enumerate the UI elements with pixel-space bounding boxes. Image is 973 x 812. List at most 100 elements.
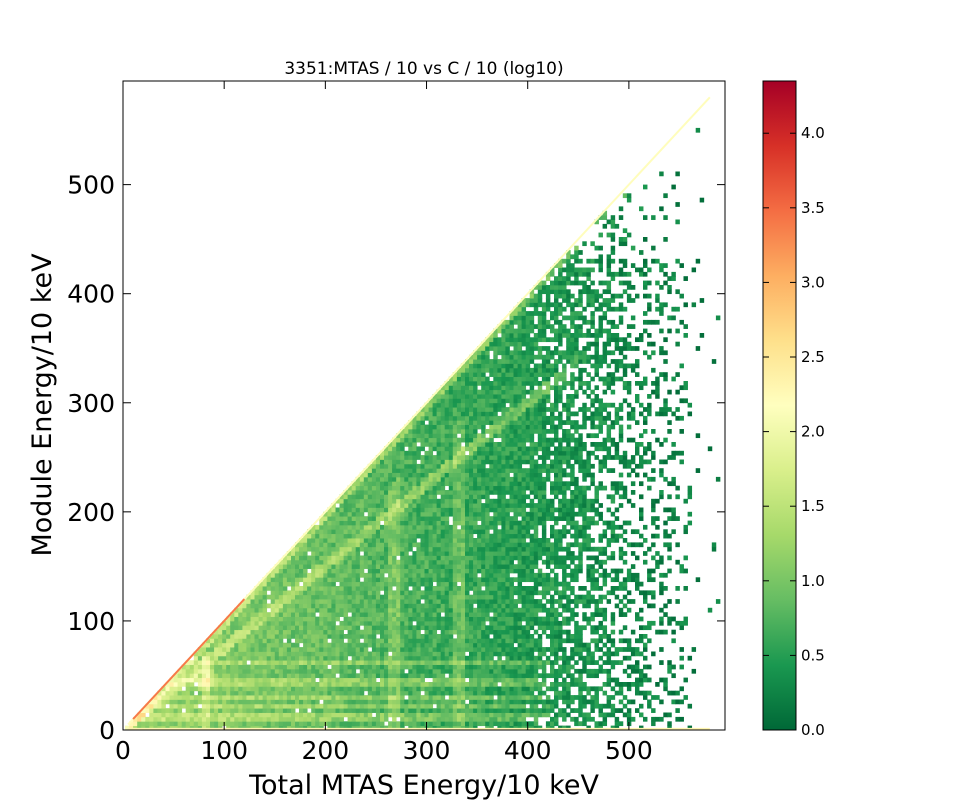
heatmap-cell [485, 385, 490, 391]
heatmap-cell [355, 577, 361, 583]
heatmap-cell [497, 538, 502, 543]
heatmap-cell [517, 311, 523, 316]
heatmap-cell [319, 634, 324, 639]
heatmap-cell [525, 599, 531, 604]
heatmap-cell [274, 568, 280, 574]
heatmap-cell [388, 472, 393, 478]
heatmap-cell [436, 485, 442, 491]
heatmap-cell [448, 721, 454, 727]
heatmap-cell [351, 586, 357, 591]
heatmap-cell [319, 572, 324, 578]
heatmap-cell [384, 616, 389, 622]
heatmap-cell [509, 586, 514, 591]
heatmap-cell [440, 442, 446, 447]
heatmap-cell [311, 712, 316, 718]
heatmap-cell [311, 555, 316, 561]
heatmap-cell [380, 490, 385, 495]
heatmap-cell [416, 424, 421, 430]
heatmap-cell [408, 533, 413, 539]
heatmap-cell [254, 712, 259, 718]
heatmap-cell [173, 708, 179, 713]
heatmap-cell [375, 568, 381, 574]
heatmap-cell [485, 660, 490, 665]
heatmap-cell [339, 703, 344, 709]
heatmap-cell [270, 599, 276, 604]
heatmap-cell [456, 420, 462, 425]
heatmap-cell [299, 708, 304, 713]
heatmap-cell [359, 564, 365, 569]
heatmap-cell [270, 603, 276, 609]
heatmap-cell [347, 712, 353, 718]
heatmap-cell [327, 603, 332, 609]
heatmap-cell [412, 612, 417, 617]
heatmap-cell [404, 660, 409, 665]
heatmap-cell [351, 634, 357, 639]
heatmap-cell [193, 677, 199, 683]
heatmap-cell [525, 642, 531, 648]
heatmap-cell [262, 686, 268, 692]
heatmap-cell [193, 708, 199, 713]
heatmap-cell [404, 542, 409, 548]
heatmap-cell [363, 564, 369, 569]
heatmap-cell [392, 695, 397, 700]
heatmap-cell [359, 546, 365, 552]
heatmap-cell [456, 459, 462, 465]
heatmap-cell [323, 572, 328, 578]
heatmap-cell [359, 660, 365, 665]
heatmap-cell [299, 638, 304, 644]
heatmap-cell [323, 542, 328, 548]
heatmap-cell [319, 603, 324, 609]
heatmap-cell [323, 634, 328, 639]
heatmap-cell [529, 472, 535, 478]
heatmap-cell [529, 555, 535, 561]
heatmap-cell [408, 612, 413, 617]
heatmap-cell [392, 555, 397, 561]
heatmap-cell [489, 516, 494, 521]
heatmap-cell [331, 529, 336, 535]
heatmap-cell [424, 442, 429, 447]
heatmap-cell [250, 599, 255, 604]
heatmap-cell [226, 620, 231, 626]
heatmap-cell [525, 354, 531, 360]
heatmap-cell [392, 568, 397, 574]
heatmap-cell [214, 690, 219, 696]
heatmap-cell [380, 620, 385, 626]
heatmap-cell [420, 564, 425, 569]
heatmap-cell [363, 494, 369, 500]
heatmap-cell [521, 468, 527, 473]
heatmap-cell [469, 612, 474, 617]
heatmap-cell [485, 629, 490, 635]
heatmap-cell [444, 712, 450, 718]
heatmap-cell [303, 699, 308, 705]
heatmap-cell [327, 607, 332, 613]
heatmap-cell [262, 638, 268, 644]
heatmap-cell [509, 485, 514, 491]
heatmap-cell [286, 603, 292, 609]
heatmap-cell [529, 695, 535, 700]
heatmap-cell [274, 616, 280, 622]
heatmap-cell [521, 367, 527, 373]
heatmap-cell [331, 620, 336, 626]
heatmap-cell [343, 538, 349, 543]
heatmap-cell [270, 712, 276, 718]
heatmap-cell [460, 433, 466, 439]
heatmap-cell [343, 699, 349, 705]
heatmap-cell [375, 459, 381, 465]
heatmap-cell [440, 529, 446, 535]
heatmap-cell [286, 599, 292, 604]
heatmap-cell [509, 468, 514, 473]
heatmap-cell [428, 564, 434, 569]
heatmap-cell [493, 529, 498, 535]
heatmap-cell [424, 682, 429, 687]
heatmap-cell [363, 559, 369, 565]
heatmap-cell [469, 507, 474, 513]
heatmap-cell [359, 490, 365, 495]
heatmap-cell [359, 572, 365, 578]
heatmap-cell [477, 490, 482, 495]
heatmap-cell [469, 498, 474, 504]
heatmap-cell [521, 716, 527, 722]
heatmap-cell [339, 516, 344, 521]
heatmap-cell [440, 494, 446, 500]
heatmap-cell [460, 389, 466, 395]
heatmap-cell [380, 603, 385, 609]
